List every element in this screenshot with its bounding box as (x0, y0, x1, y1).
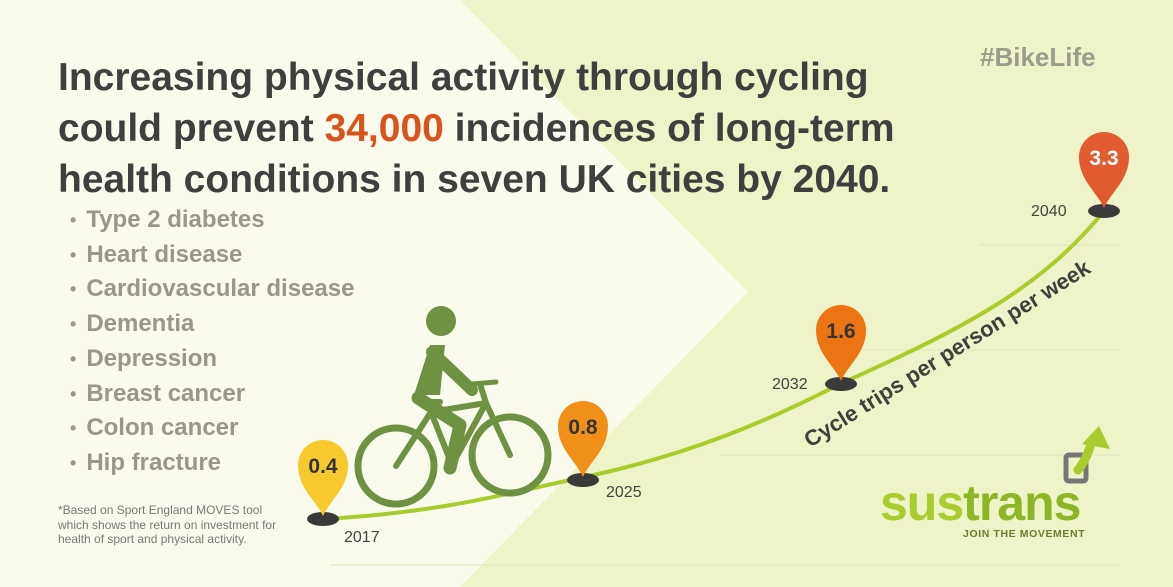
condition-item: • Dementia (70, 307, 354, 342)
bullet: • (70, 452, 77, 473)
marker-year: 2040 (1031, 203, 1067, 220)
cyclist-icon (354, 306, 552, 508)
condition-item: • Colon cancer (70, 411, 354, 446)
condition-label: Colon cancer (86, 414, 239, 442)
headline-highlight-number: 34,000 (324, 107, 444, 150)
arrow-up-icon (1063, 426, 1110, 484)
marker-pin (1079, 132, 1129, 208)
condition-item: • Type 2 diabetes (70, 203, 354, 238)
condition-item: • Breast cancer (70, 377, 354, 412)
condition-label: Cardiovascular disease (86, 275, 355, 303)
marker-2040: 3.3 2040 (1031, 132, 1129, 220)
headline: Increasing physical activity through cyc… (58, 52, 938, 205)
marker-value: 0.8 (568, 416, 598, 439)
bullet: • (70, 210, 77, 230)
marker-value: 1.6 (826, 320, 855, 343)
marker-base (825, 377, 857, 391)
condition-label: Depression (86, 344, 218, 372)
condition-label: Heart disease (86, 240, 243, 268)
growth-curve (322, 209, 1106, 521)
hashtag: #BikeLife (980, 42, 1096, 72)
marker-pin (816, 305, 866, 381)
condition-item: • Heart disease (70, 238, 354, 273)
bullet: • (70, 348, 77, 369)
condition-label: Hip fracture (86, 448, 222, 476)
condition-item: • Cardiovascular disease (70, 272, 354, 307)
logo-sus: sus (880, 475, 964, 531)
marker-value: 3.3 (1089, 147, 1118, 170)
condition-item: • Hip fracture (70, 446, 354, 481)
bullet: • (70, 418, 77, 439)
footnote: *Based on Sport England MOVES tool which… (58, 503, 277, 546)
marker-pin (298, 440, 348, 516)
marker-base (1088, 204, 1120, 218)
logo-trans: trans (963, 475, 1081, 531)
marker-year: 2025 (606, 484, 642, 501)
marker-2025: 0.8 2025 (558, 401, 642, 501)
bullet: • (70, 279, 77, 300)
conditions-list: • Type 2 diabetes • Heart disease • Cardiov… (70, 203, 354, 481)
marker-value: 0.4 (308, 455, 338, 478)
headline-text-start: Increasing physical activity through cyc… (58, 56, 869, 150)
marker-base (567, 473, 599, 487)
bullet: • (70, 244, 77, 265)
marker-base (307, 512, 339, 526)
condition-item: • Depression (70, 342, 354, 377)
marker-2017: 0.4 2017 (298, 440, 380, 546)
condition-label: Type 2 diabetes (86, 206, 265, 233)
bullet: • (70, 383, 77, 404)
marker-year: 2017 (344, 529, 380, 546)
bullet: • (70, 314, 77, 335)
condition-label: Breast cancer (86, 379, 246, 407)
marker-year: 2032 (772, 376, 808, 393)
marker-pin (558, 401, 608, 477)
logo-tagline: JOIN THE MOVEMENT (963, 528, 1086, 540)
headline-text-end: incidences of long-term health condition… (58, 107, 895, 201)
sustrans-logo: sustrans (880, 475, 1081, 531)
marker-2032: 1.6 2032 (772, 305, 866, 393)
condition-label: Dementia (86, 310, 195, 338)
